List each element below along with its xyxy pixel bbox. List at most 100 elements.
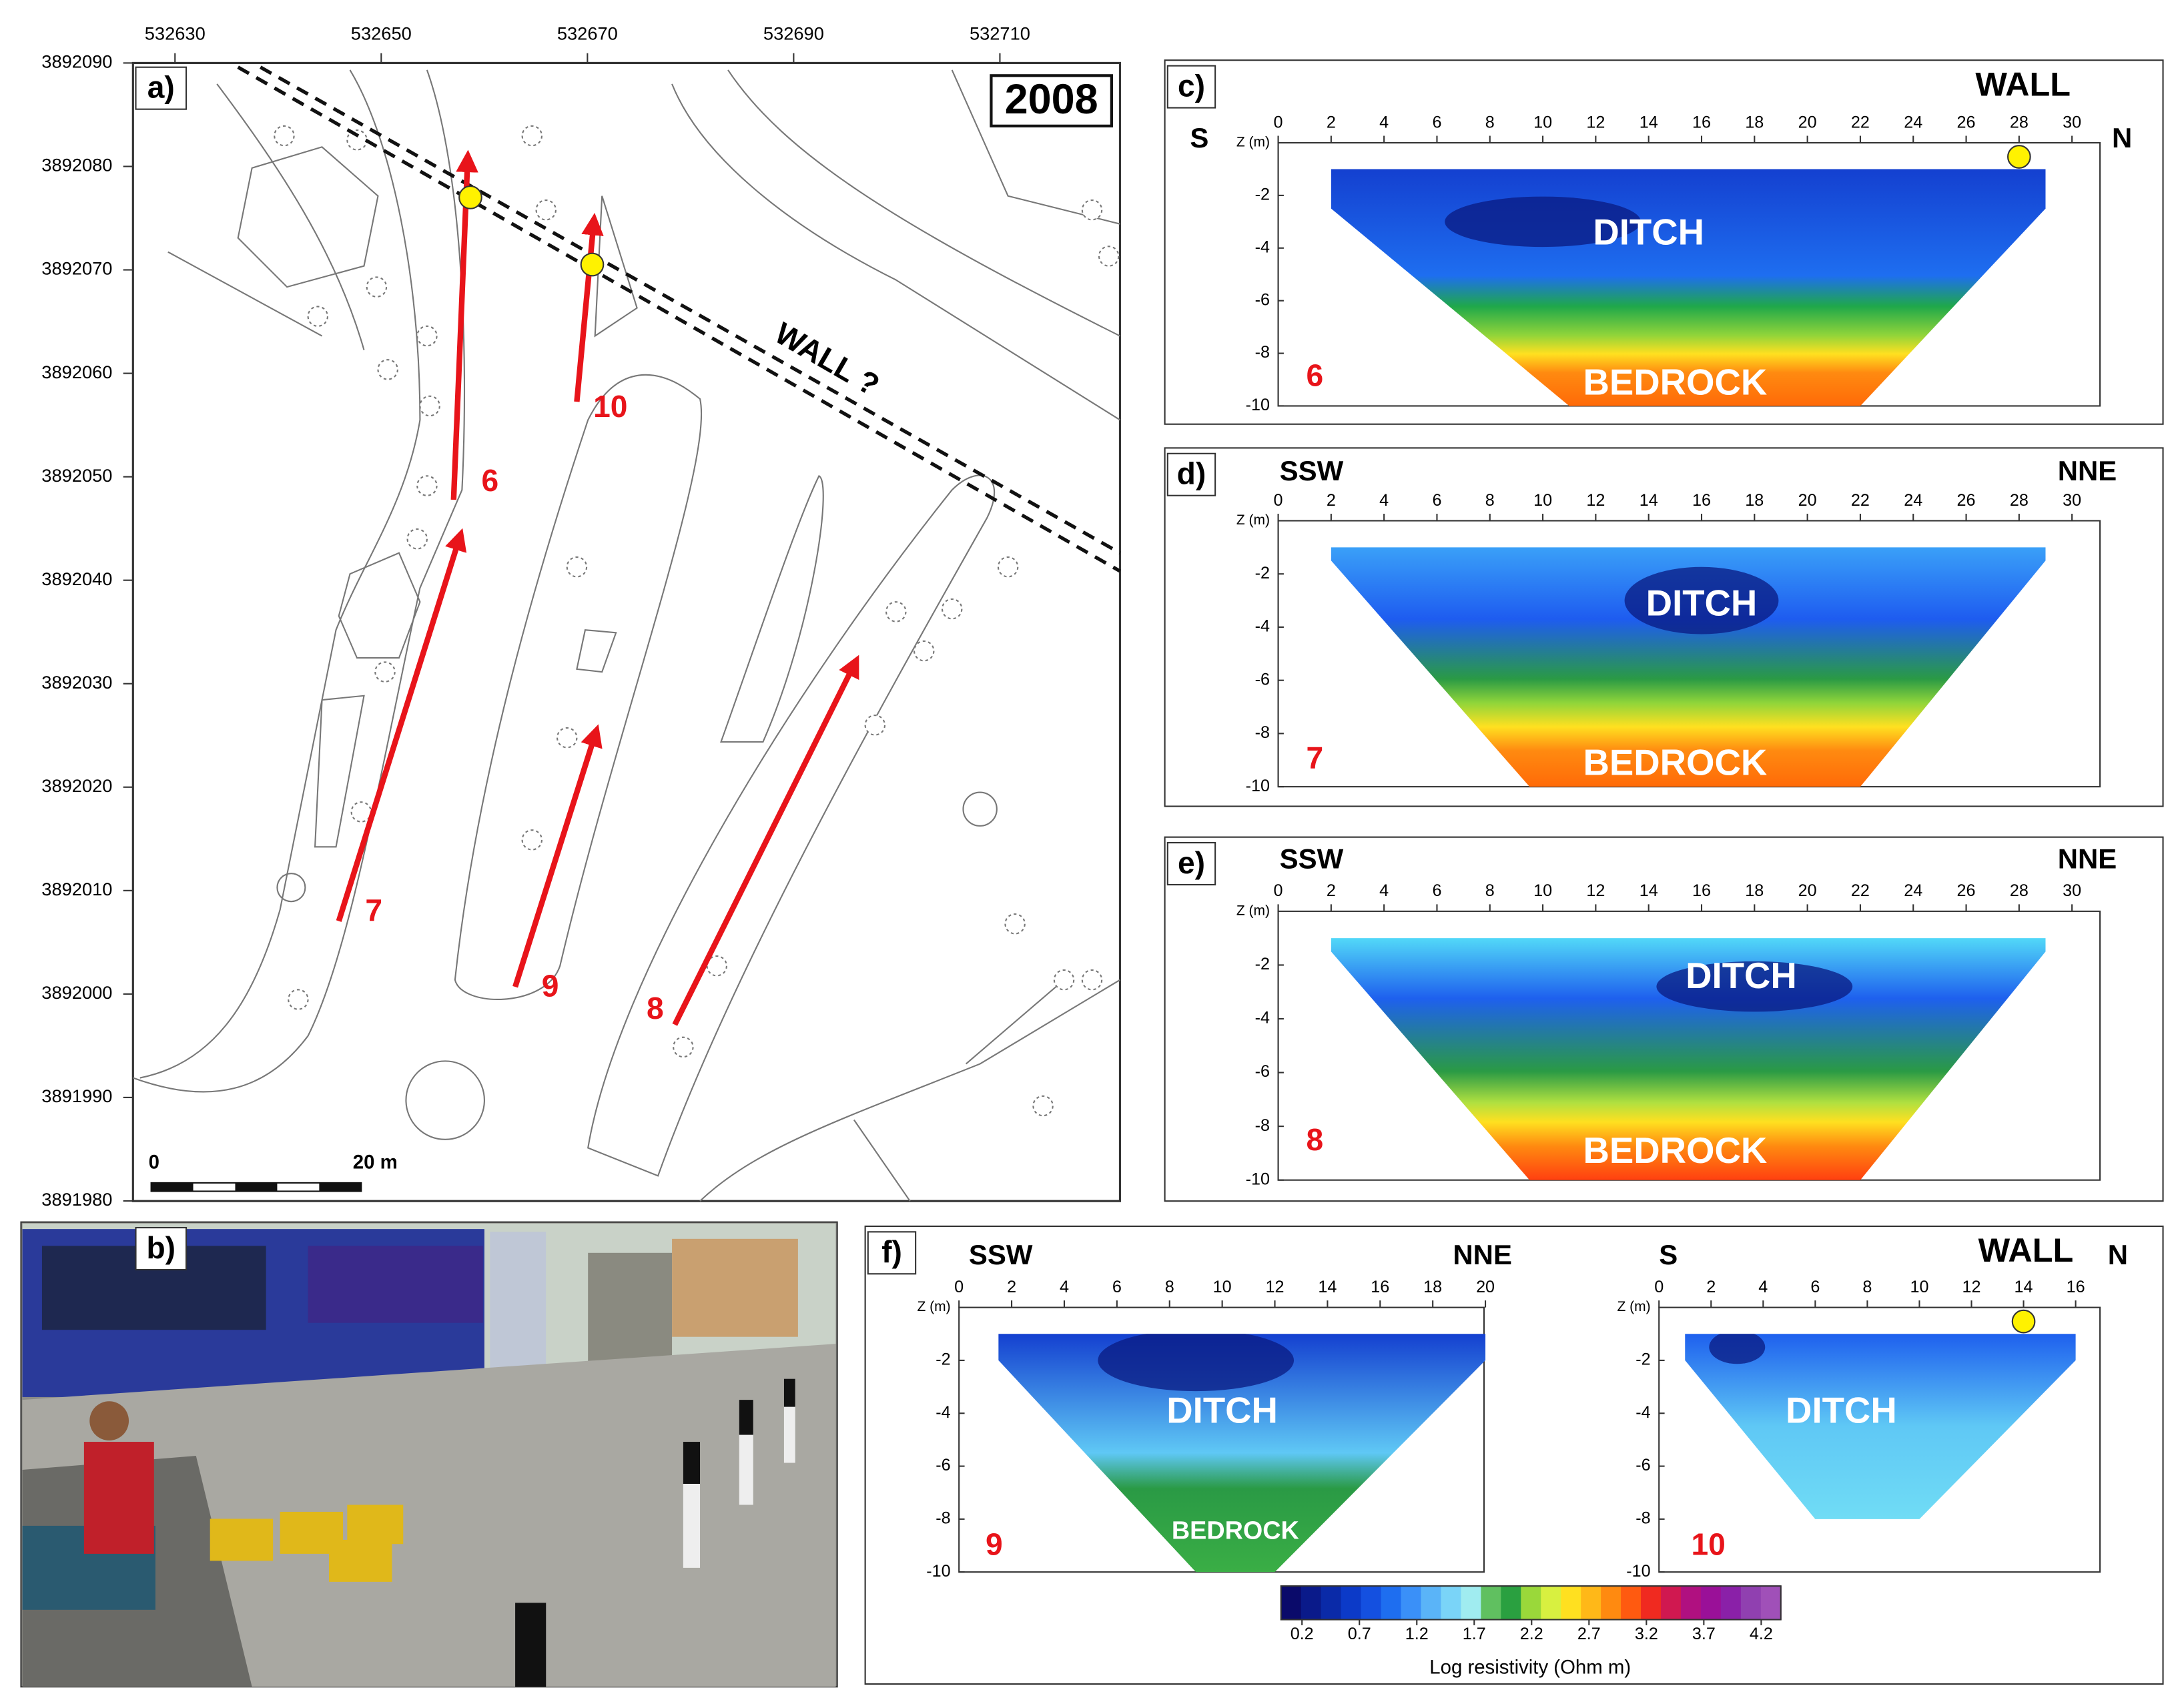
colorbar-cell: [1760, 1586, 1782, 1620]
wall-marker: [2011, 1309, 2036, 1334]
colorbar-cell: [1720, 1586, 1742, 1620]
direction-right: NNE: [2058, 455, 2117, 486]
x-tick-label: 532650: [351, 23, 412, 44]
x-tick-label: 12: [1586, 491, 1605, 510]
bedrock-label: BEDROCK: [1583, 1130, 1767, 1171]
ditch-label: DITCH: [1593, 211, 1704, 252]
profile-number: 6: [1307, 358, 1324, 393]
y-tick-label: 3892060: [41, 362, 112, 382]
colorbar-cell: [1361, 1586, 1382, 1620]
profile-arrows: [336, 149, 859, 1026]
z-tick-label: -4: [936, 1403, 950, 1422]
y-tick-label: 3892040: [41, 568, 112, 589]
wall-marker: [2007, 145, 2031, 169]
x-tick-label: 14: [1318, 1278, 1337, 1296]
low-resistivity-core: [1445, 196, 1641, 248]
colorbar-cell: [1281, 1586, 1302, 1620]
label-box: [1166, 452, 1216, 496]
z-tick-label: -10: [1246, 777, 1270, 795]
x-tick-label: 18: [1745, 881, 1764, 900]
direction-right: N: [2108, 1239, 2128, 1270]
z-tick-label: -10: [1246, 1170, 1270, 1188]
x-tick-label: 8: [1862, 1278, 1872, 1296]
x-tick-label: 532690: [763, 23, 824, 44]
low-resistivity-core: [1656, 961, 1853, 1012]
x-tick-label: 22: [1851, 881, 1870, 900]
x-tick-label: 2: [1327, 113, 1336, 131]
colorbar-tick-label: 1.7: [1463, 1625, 1486, 1643]
x-tick-label: 4: [1379, 113, 1389, 131]
x-tick-label: 10: [1533, 113, 1552, 131]
x-tick-label: 26: [1957, 113, 1976, 131]
x-tick-label: 22: [1851, 113, 1870, 131]
z-tick-label: -6: [1635, 1456, 1650, 1474]
map-lines: [132, 69, 1121, 1202]
x-tick-label: 4: [1060, 1278, 1069, 1296]
profile-number: 8: [647, 991, 664, 1025]
z-axis-label: Z (m): [1236, 512, 1270, 528]
wall-point: [458, 185, 482, 209]
z-axis-label: Z (m): [1617, 1299, 1651, 1314]
panel-label: c): [1178, 68, 1205, 103]
x-tick-label: 10: [1910, 1278, 1928, 1296]
x-tick-label: 10: [1533, 491, 1552, 510]
x-tick-label: 24: [1904, 491, 1922, 510]
z-tick-label: -8: [936, 1509, 950, 1528]
x-tick-label: 28: [2010, 491, 2029, 510]
colorbar-cell: [1481, 1586, 1502, 1620]
x-tick-label: 30: [2063, 881, 2081, 900]
y-tick-label: 3892070: [41, 258, 112, 279]
profile-number: 6: [481, 463, 498, 498]
profile-number: 10: [593, 389, 627, 424]
profile-number: 9: [986, 1527, 1003, 1562]
profile-number: 10: [1691, 1527, 1725, 1562]
z-tick-label: -2: [1255, 185, 1270, 204]
z-tick-label: -2: [1635, 1350, 1650, 1369]
wall-label: WALL: [1978, 1231, 2074, 1269]
resistivity-section: [1331, 938, 2046, 1180]
x-tick-label: 12: [1586, 881, 1605, 900]
direction-left: SSW: [1280, 843, 1344, 874]
low-resistivity-core: [1624, 566, 1779, 634]
colorbar-cell: [1341, 1586, 1362, 1620]
colorbar-tick-label: 3.7: [1692, 1625, 1716, 1643]
z-tick-label: -10: [1626, 1562, 1650, 1581]
x-tick-label: 16: [1692, 491, 1711, 510]
scale-start: 0: [149, 1151, 159, 1173]
x-tick-label: 22: [1851, 491, 1870, 510]
x-tick-label: 16: [1692, 881, 1711, 900]
resistivity-section: [1685, 1334, 2076, 1519]
x-tick-label: 28: [2010, 113, 2029, 131]
colorbar-tick-label: 4.2: [1750, 1625, 1773, 1643]
x-tick-label: 6: [1432, 113, 1441, 131]
x-tick-label: 0: [1274, 881, 1283, 900]
colorbar-cell: [1421, 1586, 1442, 1620]
x-tick-label: 4: [1379, 881, 1389, 900]
colorbar-cell: [1541, 1586, 1562, 1620]
direction-left: S: [1190, 122, 1208, 153]
x-tick-label: 6: [1112, 1278, 1122, 1296]
panel-label: d): [1177, 456, 1206, 491]
x-tick-label: 10: [1213, 1278, 1232, 1296]
ditch-label: DITCH: [1786, 1390, 1897, 1431]
colorbar-cell: [1561, 1586, 1582, 1620]
x-tick-label: 20: [1798, 491, 1817, 510]
colorbar-cell: [1301, 1586, 1322, 1620]
direction-left: SSW: [969, 1239, 1033, 1270]
x-tick-label: 532710: [970, 23, 1030, 44]
low-resistivity-core: [1098, 1334, 1295, 1392]
z-tick-label: -8: [1255, 1116, 1270, 1135]
direction-right: N: [2112, 122, 2132, 153]
x-tick-label: 10: [1533, 881, 1552, 900]
map-frame: [131, 61, 1122, 1202]
x-tick-label: 24: [1904, 113, 1922, 131]
ditch-label: DITCH: [1646, 582, 1758, 623]
year: 2008: [1005, 76, 1098, 123]
x-tick-label: 6: [1810, 1278, 1820, 1296]
x-tick-label: 20: [1798, 113, 1817, 131]
low-resistivity-core: [1709, 1334, 1766, 1364]
y-tick-label: 3892030: [41, 672, 112, 693]
x-tick-label: 2: [1706, 1278, 1716, 1296]
z-tick-label: -4: [1255, 617, 1270, 636]
colorbar-cell: [1461, 1586, 1482, 1620]
